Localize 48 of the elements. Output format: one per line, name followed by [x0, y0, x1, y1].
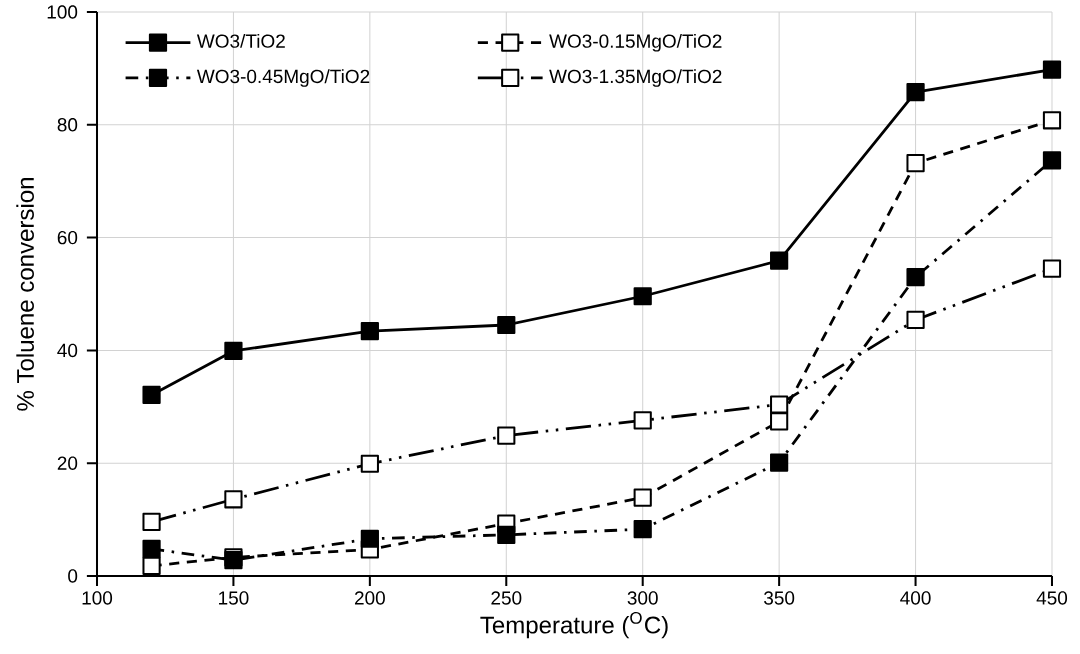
x-tick-label: 350 [764, 591, 795, 605]
point [1042, 60, 1062, 79]
x-tick-label: 450 [1036, 591, 1068, 605]
point [360, 454, 379, 473]
point [142, 556, 161, 575]
legend-label: WO3-1.35MgO/TiO2 [549, 69, 722, 87]
legend-label: WO3-0.15MgO/TiO2 [549, 33, 722, 52]
point [633, 488, 652, 507]
point [906, 82, 925, 102]
y-tick-label: 100 [47, 5, 78, 19]
point [224, 490, 243, 509]
x-axis-title: Temperature ($^{O}$C) [480, 611, 668, 639]
y-tick-label: 80 [57, 118, 78, 132]
point [1042, 111, 1062, 130]
point [906, 310, 925, 330]
point [906, 154, 925, 173]
legend-label: WO3/TiO2 [196, 33, 285, 48]
point [224, 341, 243, 361]
point [1042, 259, 1062, 278]
point [770, 395, 789, 414]
y-tick-label: 60 [57, 230, 78, 245]
x-tick-label: 400 [900, 591, 931, 605]
y-tick-label: 40 [57, 343, 78, 358]
point [770, 251, 789, 270]
y-tick-label: 20 [57, 456, 78, 470]
point [360, 529, 379, 548]
x-tick-label: 200 [354, 591, 385, 605]
y-axis-title: % Toluene conversion [16, 178, 34, 411]
point [633, 411, 652, 430]
point [770, 453, 789, 472]
point [1042, 151, 1062, 170]
legend-label: WO3-0.45MgO/TiO2 [196, 69, 370, 87]
point [633, 520, 652, 539]
point [497, 426, 516, 445]
point [142, 512, 161, 531]
x-tick-label: 100 [82, 591, 113, 605]
x-tick-label: 150 [219, 591, 249, 605]
x-tick-label: 300 [627, 591, 658, 605]
x-tick-label: 250 [491, 591, 522, 605]
point [497, 525, 516, 544]
point [497, 315, 516, 335]
point [906, 267, 925, 287]
y-tick-label: 0 [68, 569, 78, 583]
point [633, 287, 652, 306]
point [360, 322, 379, 341]
point [770, 412, 789, 431]
point [142, 385, 161, 405]
point [142, 539, 161, 559]
